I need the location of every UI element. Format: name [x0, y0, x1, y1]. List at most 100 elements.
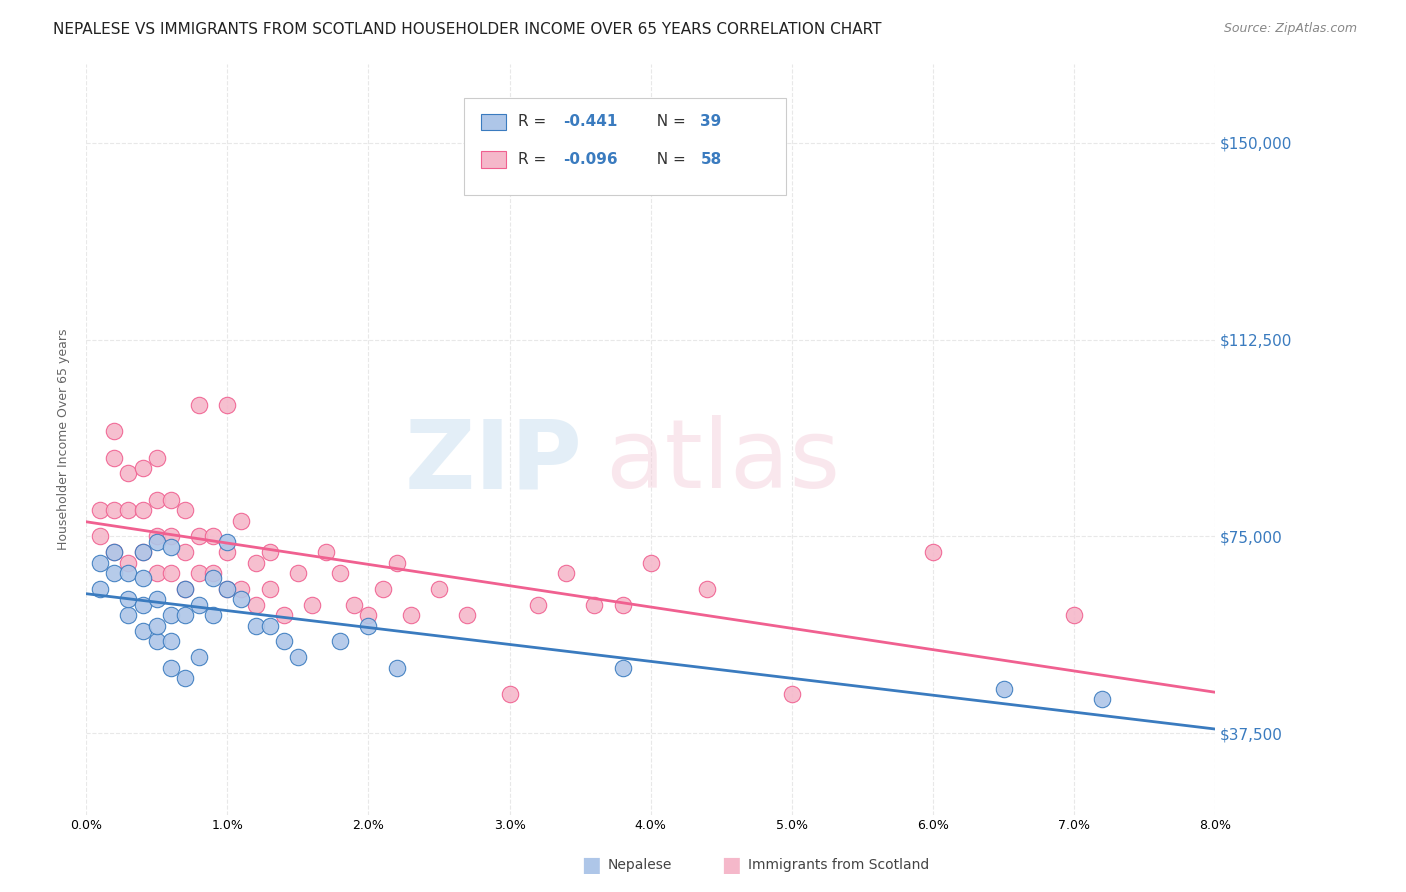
Point — [696, 582, 718, 596]
Point — [583, 598, 606, 612]
Text: ■: ■ — [721, 855, 741, 875]
Text: R =: R = — [517, 114, 551, 129]
Point — [117, 566, 139, 581]
Point — [117, 467, 139, 481]
Point — [89, 503, 111, 517]
Point — [329, 634, 352, 648]
Point — [527, 598, 550, 612]
Text: NEPALESE VS IMMIGRANTS FROM SCOTLAND HOUSEHOLDER INCOME OVER 65 YEARS CORRELATIO: NEPALESE VS IMMIGRANTS FROM SCOTLAND HOU… — [53, 22, 882, 37]
Point — [131, 545, 153, 559]
Point — [780, 687, 803, 701]
Point — [273, 634, 295, 648]
Point — [217, 534, 239, 549]
Point — [1091, 692, 1114, 706]
Point — [174, 671, 197, 685]
Point — [993, 681, 1015, 696]
Point — [160, 492, 183, 507]
Point — [160, 566, 183, 581]
Point — [89, 582, 111, 596]
Point — [315, 545, 337, 559]
Point — [287, 566, 309, 581]
Point — [145, 529, 167, 543]
Point — [160, 529, 183, 543]
Text: N =: N = — [647, 152, 690, 167]
Point — [498, 687, 520, 701]
Point — [188, 566, 211, 581]
Text: 39: 39 — [700, 114, 721, 129]
Point — [385, 660, 408, 674]
Point — [287, 650, 309, 665]
Point — [174, 582, 197, 596]
Point — [231, 592, 253, 607]
Point — [612, 598, 634, 612]
Point — [259, 545, 281, 559]
Point — [131, 598, 153, 612]
Point — [427, 582, 450, 596]
Point — [371, 582, 394, 596]
Point — [245, 618, 267, 632]
Point — [174, 608, 197, 623]
Text: ■: ■ — [581, 855, 600, 875]
Point — [145, 592, 167, 607]
Point — [89, 556, 111, 570]
Text: ZIP: ZIP — [405, 416, 583, 508]
Point — [259, 582, 281, 596]
Point — [188, 650, 211, 665]
Point — [145, 534, 167, 549]
Point — [103, 545, 125, 559]
Point — [231, 514, 253, 528]
Point — [145, 492, 167, 507]
Point — [103, 450, 125, 465]
Point — [217, 582, 239, 596]
Text: N =: N = — [647, 114, 690, 129]
Point — [202, 529, 225, 543]
Text: 58: 58 — [700, 152, 721, 167]
Point — [202, 566, 225, 581]
Point — [160, 660, 183, 674]
Point — [640, 556, 662, 570]
Point — [188, 598, 211, 612]
Point — [343, 598, 366, 612]
Text: Immigrants from Scotland: Immigrants from Scotland — [748, 858, 929, 872]
Point — [217, 582, 239, 596]
Point — [245, 598, 267, 612]
Point — [273, 608, 295, 623]
Point — [89, 529, 111, 543]
Point — [174, 582, 197, 596]
Point — [612, 660, 634, 674]
Point — [259, 618, 281, 632]
Y-axis label: Householder Income Over 65 years: Householder Income Over 65 years — [58, 328, 70, 550]
Point — [357, 608, 380, 623]
Point — [1063, 608, 1085, 623]
Point — [456, 608, 478, 623]
Point — [399, 608, 422, 623]
Point — [131, 545, 153, 559]
Point — [145, 450, 167, 465]
Point — [117, 556, 139, 570]
Text: -0.441: -0.441 — [562, 114, 617, 129]
Point — [217, 398, 239, 412]
Point — [145, 618, 167, 632]
Point — [103, 545, 125, 559]
Point — [131, 624, 153, 638]
Point — [174, 545, 197, 559]
Point — [103, 425, 125, 439]
Point — [117, 592, 139, 607]
Point — [103, 503, 125, 517]
Text: -0.096: -0.096 — [562, 152, 617, 167]
Point — [131, 461, 153, 475]
Point — [231, 582, 253, 596]
Text: Nepalese: Nepalese — [607, 858, 672, 872]
Point — [301, 598, 323, 612]
Point — [117, 608, 139, 623]
Point — [174, 503, 197, 517]
Point — [245, 556, 267, 570]
Point — [188, 398, 211, 412]
Point — [202, 608, 225, 623]
Point — [160, 634, 183, 648]
FancyBboxPatch shape — [481, 151, 506, 168]
Point — [217, 545, 239, 559]
Point — [188, 529, 211, 543]
Point — [103, 566, 125, 581]
Point — [329, 566, 352, 581]
